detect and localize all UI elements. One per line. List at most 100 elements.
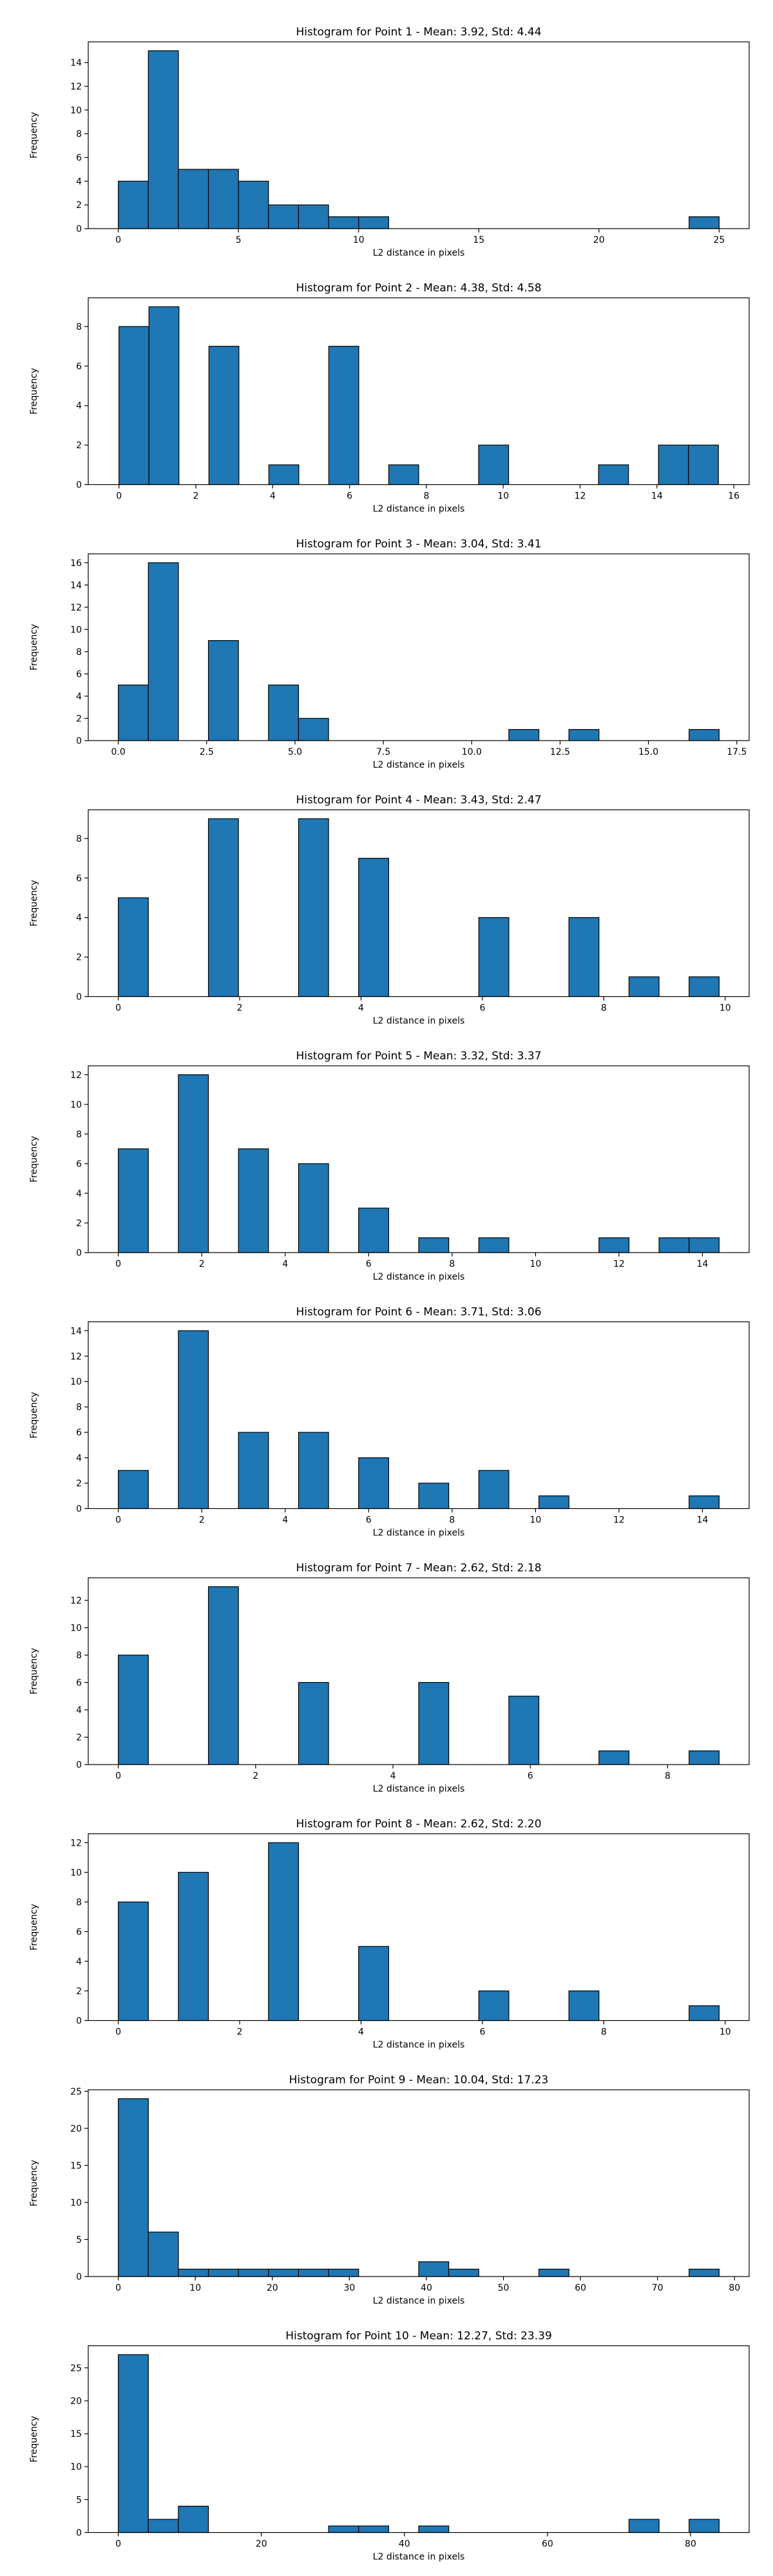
y-tick-label: 5 <box>76 2235 82 2245</box>
histogram-bar <box>358 2525 389 2533</box>
histogram-bar <box>538 1495 569 1510</box>
histogram-bar <box>178 2268 209 2277</box>
x-tick-label: 2 <box>253 1771 258 1781</box>
histogram-bar <box>328 216 359 229</box>
x-tick-label: 8 <box>665 1771 671 1781</box>
histogram-bar <box>478 1237 510 1253</box>
histogram-bar <box>689 216 720 229</box>
histogram-bar <box>689 1495 720 1510</box>
x-tick-label: 16 <box>728 491 740 502</box>
x-tick-label: 5 <box>236 235 242 245</box>
y-tick-label: 4 <box>76 913 82 923</box>
x-tick-label: 40 <box>399 2539 410 2550</box>
histogram-bar <box>238 1432 269 1510</box>
histogram-bar <box>478 444 510 486</box>
histogram-panel: Histogram for Point 6 - Mean: 3.71, Std:… <box>29 1306 750 1539</box>
x-tick-label: 6 <box>347 491 352 502</box>
x-tick-label: 80 <box>685 2539 696 2550</box>
x-tick-label: 12 <box>613 1515 625 1526</box>
axes-frame <box>88 297 750 486</box>
histogram-bar <box>358 1946 389 2022</box>
histogram-bar <box>478 1990 510 2022</box>
histogram-bar <box>207 818 239 998</box>
x-tick-label: 12 <box>575 491 586 502</box>
x-tick-label: 10 <box>720 1003 731 1014</box>
x-axis-label: L2 distance in pixels <box>373 2040 465 2050</box>
y-tick-label: 6 <box>76 669 82 679</box>
y-tick-label: 6 <box>76 873 82 884</box>
x-axis-label: L2 distance in pixels <box>373 2552 465 2562</box>
y-tick-label: 10 <box>70 1624 82 1634</box>
histogram-bar <box>118 1654 149 1765</box>
histogram-bar <box>568 1990 600 2022</box>
x-axis-label: L2 distance in pixels <box>373 1016 465 1027</box>
x-tick-label: 5.0 <box>288 747 302 757</box>
x-tick-label: 0 <box>115 2027 121 2038</box>
histogram-bar <box>689 729 720 741</box>
chart-title: Histogram for Point 4 - Mean: 3.43, Std:… <box>296 794 541 807</box>
y-tick-label: 12 <box>70 1838 82 1848</box>
y-tick-label: 0 <box>76 1248 82 1258</box>
x-tick-label: 4 <box>358 1003 364 1014</box>
y-tick-label: 5 <box>76 2495 82 2505</box>
y-tick-label: 12 <box>70 1070 82 1081</box>
histogram-bar <box>598 1237 630 1253</box>
y-tick-label: 10 <box>70 2198 82 2208</box>
x-tick-label: 2.5 <box>200 747 214 757</box>
x-tick-label: 12.5 <box>550 747 570 757</box>
axes-frame <box>88 2089 750 2277</box>
x-tick-label: 0.0 <box>111 747 126 757</box>
histogram-bar <box>298 717 329 741</box>
y-tick-label: 2 <box>76 1479 82 1489</box>
histogram-bar <box>418 1482 450 1510</box>
histogram-panel: Histogram for Point 7 - Mean: 2.62, Std:… <box>29 1562 750 1794</box>
histogram-bar <box>178 1330 209 1510</box>
x-tick-label: 0 <box>115 1515 121 1526</box>
x-tick-label: 6 <box>528 1771 533 1781</box>
x-tick-label: 15 <box>473 235 484 245</box>
histogram-bar <box>418 2525 450 2533</box>
histogram-bar <box>178 2505 209 2533</box>
histogram-bar <box>207 1586 239 1765</box>
histogram-bar <box>598 1750 630 1765</box>
x-tick-label: 0 <box>115 1259 121 1269</box>
chart-title: Histogram for Point 9 - Mean: 10.04, Std… <box>289 2074 549 2087</box>
histogram-bar <box>358 1208 389 1253</box>
axes-frame <box>88 553 750 741</box>
x-tick-label: 10 <box>353 235 365 245</box>
histogram-bar <box>118 2354 149 2533</box>
x-tick-label: 25 <box>713 235 725 245</box>
histogram-bar <box>118 1470 149 1510</box>
x-tick-label: 4 <box>282 1259 288 1269</box>
histogram-bar <box>689 2519 720 2533</box>
axes-frame <box>88 41 750 229</box>
histogram-bar <box>689 1750 720 1765</box>
y-tick-label: 6 <box>76 1159 82 1170</box>
x-tick-label: 6 <box>366 1259 372 1269</box>
y-tick-label: 2 <box>76 714 82 724</box>
y-tick-label: 8 <box>76 1897 82 1908</box>
x-tick-label: 14 <box>697 1515 709 1526</box>
y-tick-label: 10 <box>70 2462 82 2472</box>
y-tick-label: 20 <box>70 2124 82 2134</box>
y-tick-label: 10 <box>70 1868 82 1878</box>
y-axis-label: Frequency <box>29 1136 39 1182</box>
x-tick-label: 0 <box>115 2539 121 2550</box>
y-tick-label: 25 <box>70 2087 82 2097</box>
y-axis-label: Frequency <box>29 880 39 926</box>
histogram-bar <box>689 2005 720 2022</box>
y-tick-label: 0 <box>76 2528 82 2539</box>
histogram-bar <box>328 2268 359 2277</box>
histogram-bar <box>689 1237 720 1253</box>
histogram-bar <box>148 50 179 229</box>
chart-title: Histogram for Point 10 - Mean: 12.27, St… <box>285 2330 552 2343</box>
x-tick-label: 2 <box>199 1515 205 1526</box>
y-tick-label: 15 <box>70 2161 82 2171</box>
axes-frame <box>88 809 750 998</box>
x-tick-label: 4 <box>358 2027 364 2038</box>
histogram-bar <box>208 346 240 486</box>
y-tick-label: 8 <box>76 834 82 844</box>
x-tick-label: 60 <box>542 2539 553 2550</box>
y-tick-label: 2 <box>76 1218 82 1229</box>
x-tick-label: 10 <box>189 2283 201 2293</box>
